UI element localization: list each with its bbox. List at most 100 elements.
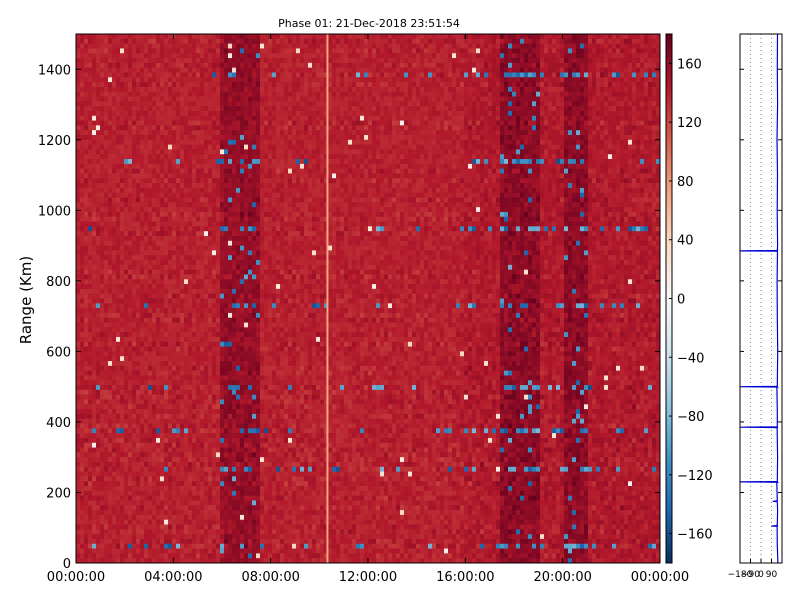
heatmap-cell (240, 77, 245, 83)
heatmap-cell (324, 115, 329, 121)
heatmap-cell (464, 62, 469, 69)
heatmap-cell (560, 101, 565, 107)
heatmap-cell (544, 168, 549, 174)
heatmap-cell (136, 187, 141, 194)
heatmap-cell (236, 187, 241, 194)
heatmap-cell (84, 86, 89, 93)
heatmap-cell (220, 183, 225, 189)
heatmap-cell (540, 38, 545, 45)
heatmap-cell (528, 96, 533, 102)
heatmap-cell (232, 183, 237, 189)
heatmap-cell (500, 134, 505, 141)
heatmap-cell (384, 67, 389, 73)
heatmap-cell (116, 115, 121, 121)
heatmap-cell (488, 154, 493, 160)
heatmap-cell (520, 110, 525, 117)
heatmap-cell (340, 91, 345, 97)
heatmap-cell (328, 101, 333, 107)
heatmap-cell (548, 163, 553, 170)
heatmap-cell (312, 173, 317, 179)
heatmap-cell (592, 53, 597, 59)
heatmap-cell (560, 77, 565, 83)
heatmap-cell (588, 48, 593, 54)
heatmap-cell (628, 34, 633, 40)
heatmap-cell (548, 38, 553, 45)
heatmap-cell (584, 187, 589, 194)
heatmap-cell (208, 134, 213, 141)
heatmap-cell (464, 53, 469, 59)
heatmap-cell (144, 197, 149, 203)
heatmap-cell (188, 96, 193, 102)
heatmap-cell (656, 187, 661, 194)
heatmap-cell (236, 173, 241, 179)
heatmap-cell (632, 183, 637, 189)
heatmap-cell (252, 159, 257, 165)
heatmap-cell (100, 67, 105, 73)
heatmap-cell (344, 187, 349, 194)
heatmap-cell (116, 192, 121, 198)
heatmap-cell (332, 58, 337, 64)
heatmap-cell (208, 154, 213, 160)
heatmap-cell (500, 58, 505, 64)
heatmap-cell (460, 115, 465, 121)
heatmap-cell (616, 106, 621, 112)
heatmap-cell (272, 110, 277, 117)
heatmap-cell (576, 134, 581, 141)
heatmap-cell (416, 183, 421, 189)
heatmap-cell (112, 38, 117, 45)
heatmap-cell (336, 187, 341, 194)
heatmap-cell (348, 192, 353, 198)
heatmap-cell (632, 144, 637, 150)
heatmap-cell (556, 163, 561, 170)
heatmap-cell (632, 82, 637, 88)
heatmap-cell (268, 101, 273, 107)
heatmap-cell (508, 96, 513, 102)
heatmap-cell (328, 77, 333, 83)
heatmap-cell (584, 168, 589, 174)
heatmap-cell (180, 163, 185, 170)
heatmap-cell (548, 91, 553, 97)
heatmap-cell (120, 106, 125, 112)
heatmap-cell (312, 192, 317, 198)
heatmap-cell (184, 183, 189, 189)
heatmap-cell (428, 130, 433, 136)
heatmap-cell (472, 106, 477, 112)
heatmap-cell (328, 110, 333, 117)
heatmap-cell (152, 91, 157, 97)
heatmap-cell (476, 77, 481, 83)
heatmap-cell (592, 183, 597, 189)
heatmap-cell (512, 163, 517, 170)
heatmap-cell (228, 62, 233, 69)
heatmap-cell (552, 48, 557, 54)
heatmap-cell (440, 101, 445, 107)
heatmap-cell (172, 110, 177, 117)
heatmap-cell (260, 101, 265, 107)
heatmap-cell (280, 91, 285, 97)
heatmap-cell (364, 125, 369, 131)
heatmap-cell (244, 154, 249, 160)
heatmap-cell (576, 62, 581, 69)
heatmap-cell (368, 130, 373, 136)
heatmap-cell (368, 38, 373, 45)
heatmap-cell (484, 183, 489, 189)
heatmap-cell (460, 53, 465, 59)
heatmap-cell (300, 120, 305, 126)
heatmap-cell (420, 106, 425, 112)
heatmap-cell (364, 91, 369, 97)
heatmap-cell (288, 96, 293, 102)
heatmap-cell (652, 168, 657, 174)
heatmap-cell (432, 53, 437, 59)
heatmap-cell (376, 154, 381, 160)
heatmap-cell (520, 82, 525, 88)
heatmap-cell (164, 67, 169, 73)
heatmap-cell (128, 62, 133, 69)
heatmap-cell (440, 43, 445, 49)
heatmap-cell (504, 91, 509, 97)
heatmap-cell (344, 163, 349, 170)
heatmap-cell (500, 82, 505, 88)
heatmap-cell (384, 62, 389, 69)
heatmap-cell (488, 178, 493, 184)
heatmap-cell (368, 173, 373, 179)
heatmap-cell (324, 192, 329, 198)
heatmap-cell (248, 62, 253, 69)
